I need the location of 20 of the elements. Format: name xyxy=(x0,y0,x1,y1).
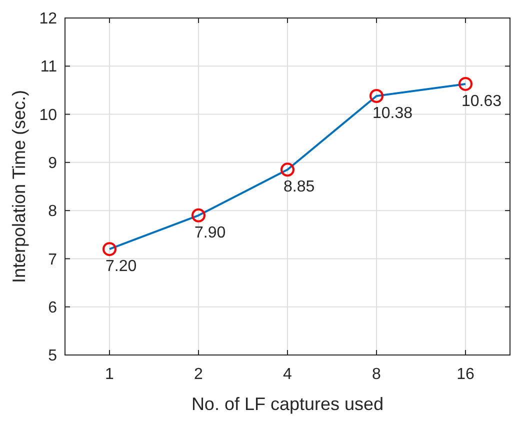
y-tick-label: 12 xyxy=(39,10,58,28)
x-axis-title: No. of LF captures used xyxy=(191,394,384,414)
y-tick-label: 9 xyxy=(48,155,58,172)
y-tick-label: 6 xyxy=(48,299,58,316)
y-tick-label: 5 xyxy=(48,348,58,365)
data-label: 8.85 xyxy=(284,178,315,196)
x-tick-label: 1 xyxy=(105,366,114,383)
y-tick-label: 11 xyxy=(40,58,58,76)
x-tick-label: 16 xyxy=(456,366,474,383)
y-tick-label: 7 xyxy=(48,251,58,268)
x-tick-label: 4 xyxy=(283,366,292,383)
y-tick-label: 10 xyxy=(39,106,58,124)
data-label: 10.63 xyxy=(462,92,502,110)
data-label: 7.20 xyxy=(106,258,137,276)
x-tick-label: 2 xyxy=(194,366,204,383)
y-tick-label: 8 xyxy=(48,203,58,220)
data-label: 10.38 xyxy=(372,104,413,122)
data-label: 7.90 xyxy=(194,224,226,242)
x-tick-label: 8 xyxy=(372,366,382,383)
y-axis-title: Interpolation Time (sec.) xyxy=(9,90,29,284)
